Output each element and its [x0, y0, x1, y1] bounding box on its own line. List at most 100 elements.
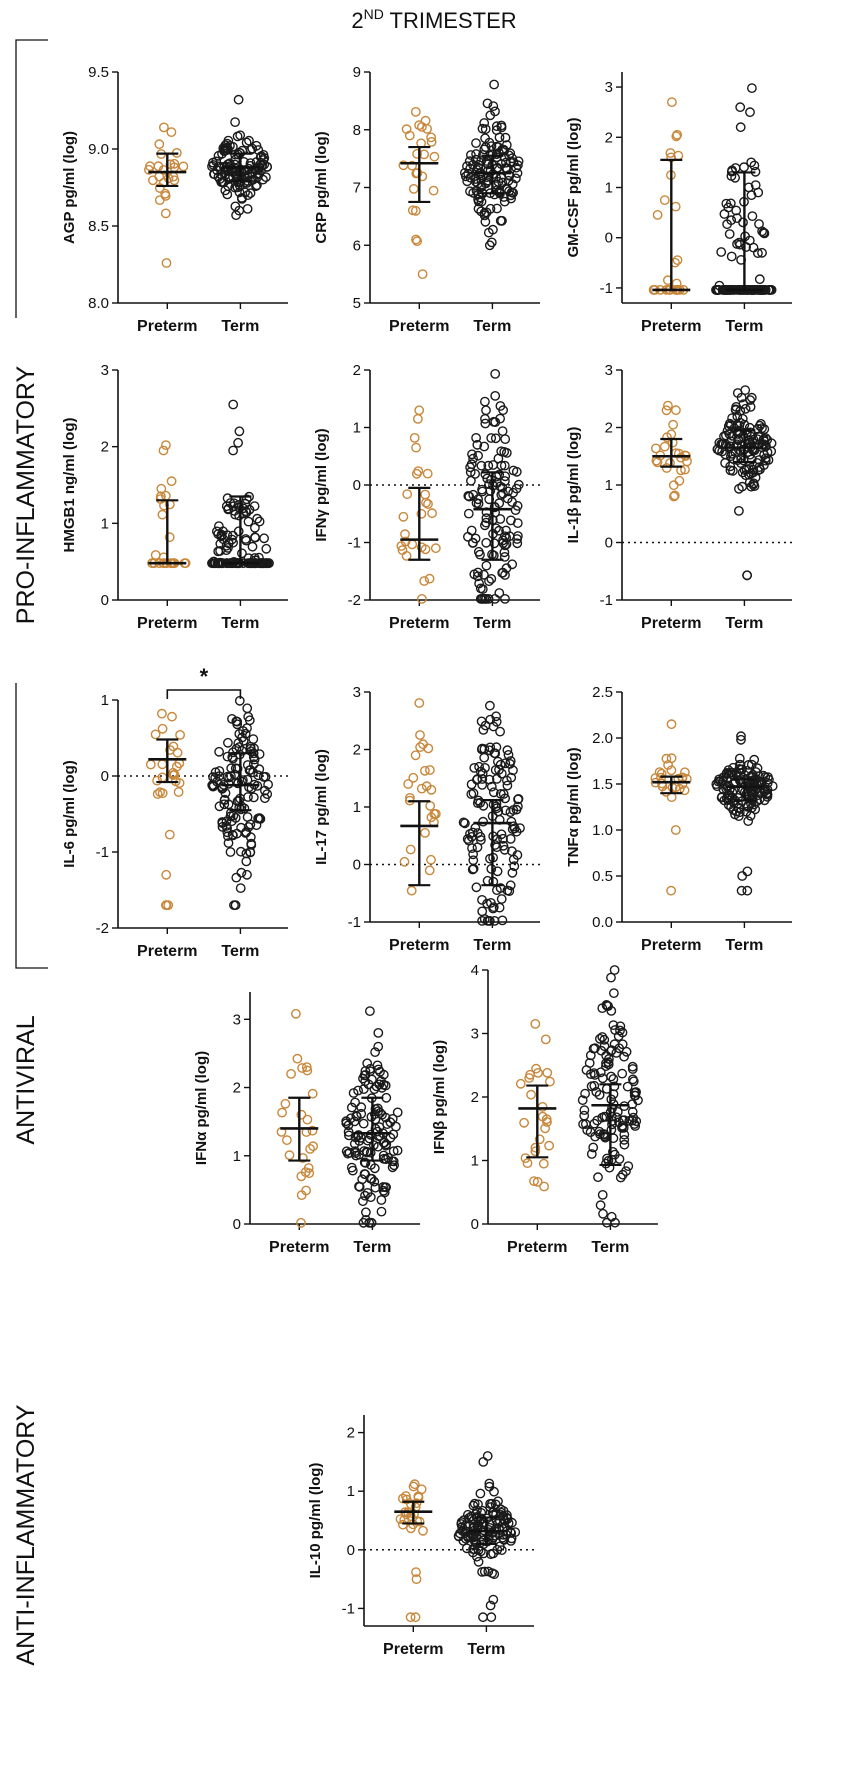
term-point [588, 1142, 599, 1153]
term-point [746, 392, 757, 403]
preterm-point [410, 1612, 421, 1623]
term-point [460, 1528, 471, 1538]
term-point [488, 1594, 499, 1605]
term-point [509, 861, 520, 872]
term-point [512, 500, 523, 511]
term-point [488, 787, 499, 798]
term-point [505, 880, 516, 891]
term-point [481, 207, 492, 218]
term-point [481, 537, 492, 548]
term-point [480, 133, 490, 144]
term-point [500, 471, 511, 482]
term-point [223, 778, 234, 789]
term-point [628, 1112, 639, 1123]
term-point [589, 1118, 600, 1129]
term-point [489, 916, 500, 926]
term-point [356, 1102, 367, 1113]
term-point [467, 864, 478, 875]
x-category-term: Term [725, 615, 763, 632]
preterm-point [308, 1141, 318, 1152]
term-point [252, 513, 263, 524]
term-point [491, 149, 502, 160]
term-point [577, 1095, 588, 1106]
preterm-point [164, 829, 175, 840]
term-point [759, 228, 770, 239]
preterm-point [430, 809, 441, 819]
term-point [756, 418, 766, 429]
term-point [346, 1102, 357, 1113]
preterm-point [424, 573, 435, 584]
term-point [720, 458, 730, 468]
term-point [485, 1600, 496, 1611]
term-point [208, 781, 219, 792]
term-point [608, 1020, 619, 1030]
preterm-point [405, 844, 416, 855]
term-point [243, 516, 254, 527]
y-tick-label: 1.5 [592, 776, 613, 793]
term-point [463, 168, 474, 179]
term-point [462, 1509, 473, 1520]
term-point [259, 558, 270, 569]
term-point [350, 1148, 361, 1158]
y-axis-label: IFNβ pg/ml (log) [431, 1040, 448, 1154]
preterm-point [397, 1519, 408, 1530]
preterm-point [430, 543, 441, 554]
term-point [734, 759, 745, 770]
preterm-point [522, 1158, 533, 1169]
term-point [480, 124, 491, 135]
preterm-point [534, 1134, 545, 1145]
preterm-point [152, 789, 163, 799]
term-point [760, 455, 771, 466]
term-point [473, 450, 483, 461]
term-point [468, 855, 479, 866]
term-point [255, 152, 266, 163]
term-point [754, 219, 764, 229]
panels: 8.0 8.5 9.0 9.5 Preterm Term AGP pg/ml (log) 5 6… [61, 64, 792, 1658]
term-point [721, 198, 732, 209]
preterm-point [155, 787, 166, 798]
term-point [377, 1109, 387, 1120]
preterm-point [416, 783, 427, 794]
x-category-preterm: Preterm [641, 615, 701, 632]
term-point [617, 1169, 628, 1180]
preterm-point [410, 107, 421, 117]
preterm-point [529, 1176, 539, 1187]
term-point [379, 1187, 390, 1198]
term-point [742, 866, 753, 877]
preterm-point [411, 442, 421, 453]
term-point [726, 420, 736, 430]
preterm-point [158, 122, 169, 133]
y-tick-label: 3 [101, 362, 109, 379]
term-point [498, 789, 509, 799]
term-point [469, 1534, 479, 1545]
preterm-point [423, 743, 434, 754]
preterm-point [420, 489, 431, 500]
y-tick-label: 9.5 [88, 64, 109, 81]
preterm-point [168, 767, 179, 778]
preterm-point [424, 765, 435, 775]
preterm-point [515, 1078, 526, 1089]
preterm-point [161, 258, 172, 268]
preterm-point [150, 729, 161, 740]
term-point [478, 170, 489, 181]
term-point [488, 1548, 499, 1559]
preterm-point [411, 234, 421, 245]
term-point [235, 130, 246, 141]
y-tick-label: 6 [353, 237, 361, 254]
term-point [595, 1200, 606, 1211]
preterm-point [401, 1509, 412, 1520]
y-axis-label: HMGB1 ng/ml (log) [61, 418, 78, 553]
term-point [599, 1130, 610, 1140]
preterm-point [542, 1067, 553, 1078]
preterm-point [651, 443, 661, 454]
preterm-point [652, 209, 663, 220]
term-point [360, 1070, 371, 1080]
term-point [351, 1110, 362, 1121]
term-point [617, 1068, 628, 1079]
term-point [469, 1498, 480, 1509]
term-point [223, 503, 234, 514]
term-point [230, 117, 241, 128]
term-point [240, 728, 251, 739]
term-point [481, 405, 491, 416]
term-point [462, 176, 473, 187]
